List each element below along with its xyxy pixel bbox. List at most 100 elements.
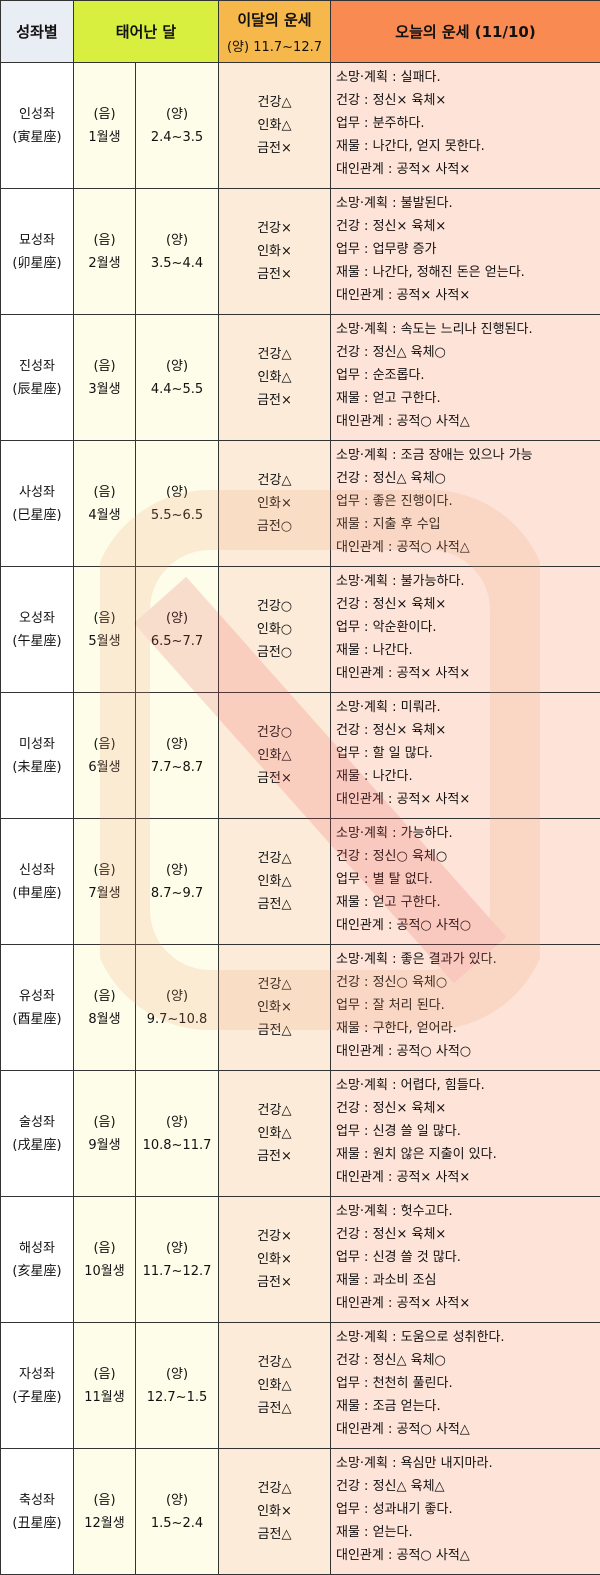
- monthly-fortune-cell: 건강△인화×금전△: [219, 1449, 331, 1575]
- today-item: 건강 : 정신△ 육체○: [336, 1349, 600, 1372]
- today-item: 대인관계 : 공적○ 사적△: [336, 410, 600, 433]
- monthly-fortune-cell: 건강△인화△금전×: [219, 315, 331, 441]
- monthly-item: 건강△: [219, 469, 330, 492]
- monthly-fortune-cell: 건강○인화△금전×: [219, 693, 331, 819]
- sign-cell: 자성좌(子星座): [1, 1323, 74, 1449]
- today-item: 소망·계획 : 어렵다, 힘들다.: [336, 1074, 600, 1097]
- monthly-item: 건강△: [219, 91, 330, 114]
- today-item: 소망·계획 : 욕심만 내지마라.: [336, 1452, 600, 1475]
- lunar-cell: (음)4월생: [74, 441, 136, 567]
- header-sign: 성좌별: [1, 1, 74, 63]
- today-item: 건강 : 정신○ 육체○: [336, 845, 600, 868]
- monthly-item: 건강△: [219, 1477, 330, 1500]
- table-row: 유성좌(酉星座) (음)8월생 (양)9.7~10.8 건강△인화×금전△ 소망…: [1, 945, 600, 1071]
- table-row: 해성좌(亥星座) (음)10월생 (양)11.7~12.7 건강×인화×금전× …: [1, 1197, 600, 1323]
- sign-cell: 인성좌(寅星座): [1, 63, 74, 189]
- solar-range: 5.5~6.5: [136, 504, 218, 527]
- today-item: 재물 : 나간다.: [336, 765, 600, 788]
- monthly-item: 금전△: [219, 1523, 330, 1546]
- monthly-item: 인화△: [219, 870, 330, 893]
- today-item: 대인관계 : 공적× 사적×: [336, 788, 600, 811]
- today-item: 업무 : 좋은 진행이다.: [336, 490, 600, 513]
- today-item: 소망·계획 : 미뤄라.: [336, 696, 600, 719]
- sign-hanja: (午星座): [1, 630, 73, 653]
- monthly-item: 금전×: [219, 137, 330, 160]
- sign-cell: 유성좌(酉星座): [1, 945, 74, 1071]
- solar-cell: (양)2.4~3.5: [136, 63, 219, 189]
- sign-hanja: (丑星座): [1, 1512, 73, 1535]
- lunar-label: (음): [74, 607, 135, 630]
- lunar-month: 10월생: [74, 1260, 135, 1283]
- solar-cell: (양)5.5~6.5: [136, 441, 219, 567]
- lunar-cell: (음)1월생: [74, 63, 136, 189]
- lunar-label: (음): [74, 859, 135, 882]
- solar-cell: (양)11.7~12.7: [136, 1197, 219, 1323]
- lunar-cell: (음)9월생: [74, 1071, 136, 1197]
- today-fortune-cell: 소망·계획 : 실패다.건강 : 정신× 육체×업무 : 분주하다.재물 : 나…: [331, 63, 600, 189]
- lunar-month: 6월생: [74, 756, 135, 779]
- solar-label: (양): [136, 733, 218, 756]
- today-item: 업무 : 분주하다.: [336, 112, 600, 135]
- today-item: 소망·계획 : 도움으로 성취한다.: [336, 1326, 600, 1349]
- lunar-label: (음): [74, 733, 135, 756]
- header-monthly-fortune: 이달의 운세 (양) 11.7~12.7: [219, 1, 331, 63]
- today-item: 소망·계획 : 불발된다.: [336, 192, 600, 215]
- monthly-fortune-cell: 건강△인화△금전×: [219, 63, 331, 189]
- monthly-item: 인화△: [219, 1122, 330, 1145]
- today-item: 건강 : 정신× 육체×: [336, 719, 600, 742]
- sign-name: 축성좌: [1, 1489, 73, 1512]
- lunar-label: (음): [74, 1237, 135, 1260]
- lunar-label: (음): [74, 103, 135, 126]
- today-item: 업무 : 악순환이다.: [336, 616, 600, 639]
- sign-hanja: (未星座): [1, 756, 73, 779]
- lunar-month: 11월생: [74, 1386, 135, 1409]
- today-fortune-cell: 소망·계획 : 불가능하다.건강 : 정신× 육체×업무 : 악순환이다.재물 …: [331, 567, 600, 693]
- today-item: 업무 : 신경 쓸 일 많다.: [336, 1120, 600, 1143]
- today-item: 건강 : 정신△ 육체△: [336, 1475, 600, 1498]
- solar-cell: (양)3.5~4.4: [136, 189, 219, 315]
- monthly-fortune-cell: 건강△인화△금전△: [219, 1323, 331, 1449]
- lunar-cell: (음)2월생: [74, 189, 136, 315]
- solar-label: (양): [136, 481, 218, 504]
- sign-name: 진성좌: [1, 355, 73, 378]
- today-item: 업무 : 별 탈 없다.: [336, 868, 600, 891]
- header-row: 성좌별 태어난 달 이달의 운세 (양) 11.7~12.7 오늘의 운세 (1…: [1, 1, 600, 63]
- solar-label: (양): [136, 859, 218, 882]
- solar-label: (양): [136, 355, 218, 378]
- monthly-item: 금전×: [219, 389, 330, 412]
- monthly-item: 인화×: [219, 1248, 330, 1271]
- today-fortune-cell: 소망·계획 : 헛수고다.건강 : 정신× 육체×업무 : 신경 쓸 것 많다.…: [331, 1197, 600, 1323]
- lunar-month: 12월생: [74, 1512, 135, 1535]
- lunar-month: 3월생: [74, 378, 135, 401]
- table-row: 사성좌(巳星座) (음)4월생 (양)5.5~6.5 건강△인화×금전○ 소망·…: [1, 441, 600, 567]
- today-item: 재물 : 얻고 구한다.: [336, 387, 600, 410]
- monthly-item: 건강△: [219, 1351, 330, 1374]
- table-row: 진성좌(辰星座) (음)3월생 (양)4.4~5.5 건강△인화△금전× 소망·…: [1, 315, 600, 441]
- sign-cell: 오성좌(午星座): [1, 567, 74, 693]
- today-fortune-cell: 소망·계획 : 도움으로 성취한다.건강 : 정신△ 육체○업무 : 천천히 풀…: [331, 1323, 600, 1449]
- monthly-item: 인화○: [219, 618, 330, 641]
- monthly-item: 인화△: [219, 1374, 330, 1397]
- solar-label: (양): [136, 1111, 218, 1134]
- lunar-cell: (음)10월생: [74, 1197, 136, 1323]
- monthly-item: 금전×: [219, 263, 330, 286]
- today-fortune-cell: 소망·계획 : 미뤄라.건강 : 정신× 육체×업무 : 할 일 많다.재물 :…: [331, 693, 600, 819]
- monthly-fortune-cell: 건강△인화×금전△: [219, 945, 331, 1071]
- today-item: 대인관계 : 공적○ 사적○: [336, 1040, 600, 1063]
- lunar-label: (음): [74, 985, 135, 1008]
- lunar-label: (음): [74, 1111, 135, 1134]
- monthly-item: 건강×: [219, 217, 330, 240]
- today-item: 재물 : 나간다.: [336, 639, 600, 662]
- lunar-cell: (음)12월생: [74, 1449, 136, 1575]
- today-item: 대인관계 : 공적× 사적×: [336, 662, 600, 685]
- sign-name: 묘성좌: [1, 229, 73, 252]
- monthly-item: 건강○: [219, 721, 330, 744]
- sign-name: 미성좌: [1, 733, 73, 756]
- sign-hanja: (巳星座): [1, 504, 73, 527]
- today-item: 대인관계 : 공적○ 사적△: [336, 536, 600, 559]
- solar-cell: (양)6.5~7.7: [136, 567, 219, 693]
- monthly-fortune-cell: 건강△인화△금전×: [219, 1071, 331, 1197]
- monthly-fortune-cell: 건강△인화△금전△: [219, 819, 331, 945]
- lunar-cell: (음)6월생: [74, 693, 136, 819]
